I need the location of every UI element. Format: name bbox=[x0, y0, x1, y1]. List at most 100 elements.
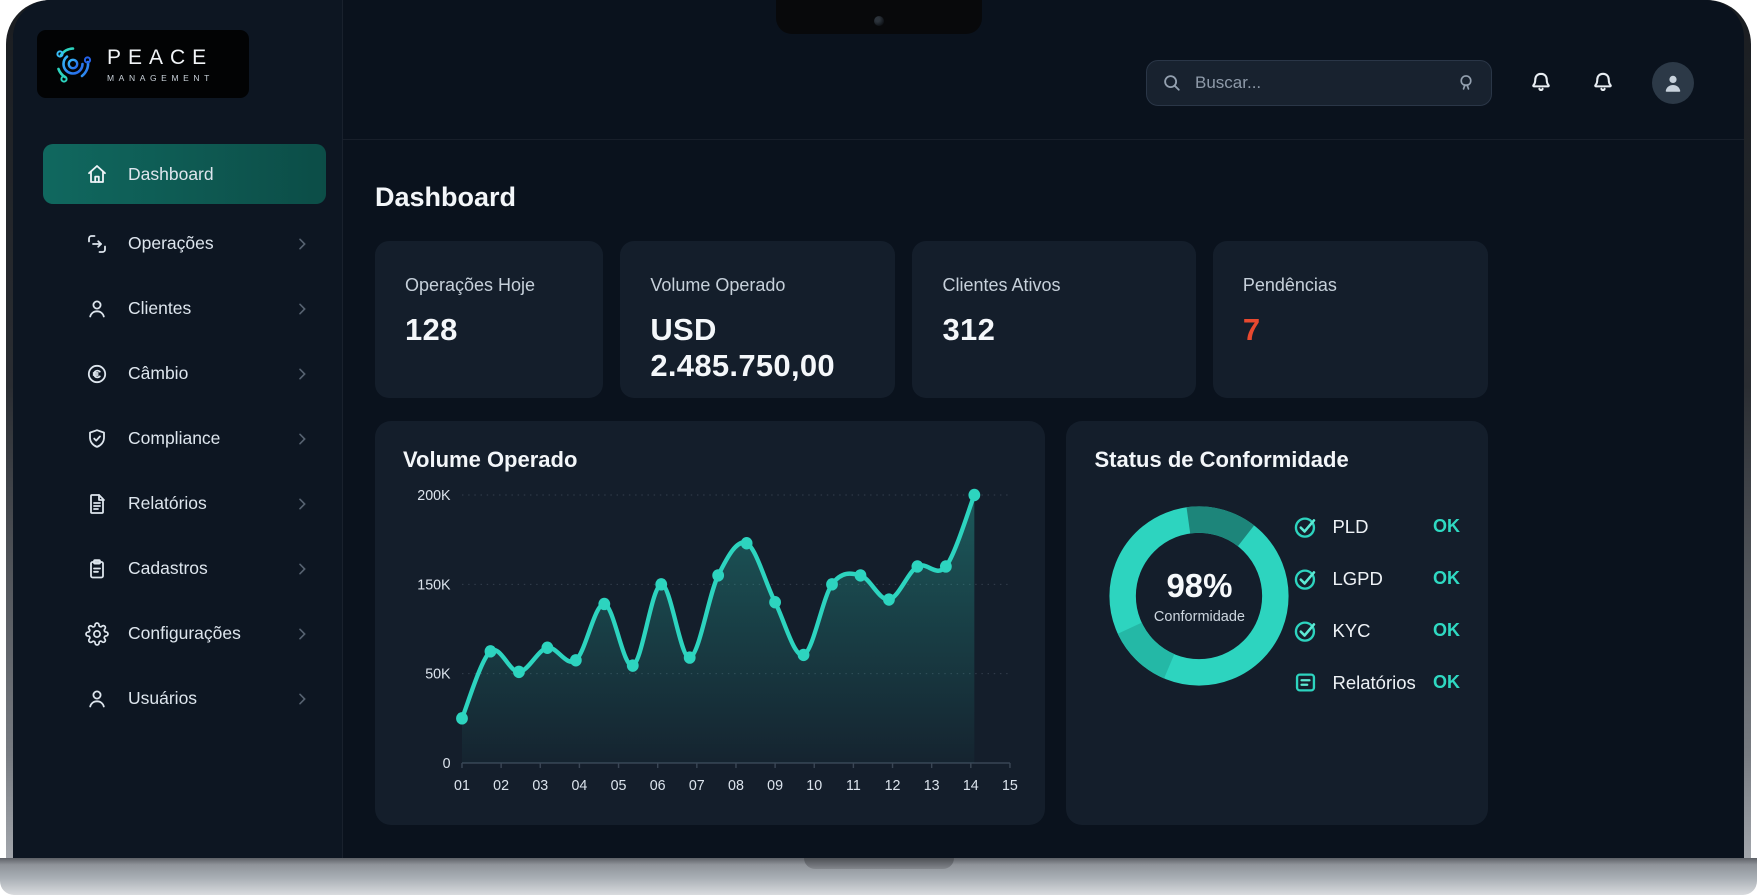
shield-check-icon bbox=[89, 428, 105, 448]
stat-value: USD 2.485.750,00 bbox=[650, 312, 835, 383]
compliance-item-status: OK bbox=[1433, 516, 1460, 536]
stat-label: Operações Hoje bbox=[405, 275, 536, 295]
stat-label: Pendências bbox=[1242, 275, 1337, 295]
user-icon bbox=[1665, 75, 1681, 92]
stat-card-clientes-ativos: Clientes Ativos 312 bbox=[912, 241, 1196, 398]
compliance-row-kyc: KYC OK bbox=[1292, 617, 1460, 644]
notifications-bell-icon[interactable] bbox=[1590, 70, 1616, 96]
donut-ring bbox=[1109, 506, 1290, 686]
svg-text:200K: 200K bbox=[417, 488, 451, 504]
compliance-title: Status de Conformidade bbox=[1094, 447, 1349, 472]
sidebar-item-dashboard[interactable]: Dashboard bbox=[43, 144, 326, 204]
stat-cards-row: Operações Hoje 128 Volume Operado USD 2.… bbox=[375, 241, 1488, 398]
page-title: Dashboard bbox=[375, 182, 517, 212]
sidebar-item-label: Dashboard bbox=[128, 163, 214, 184]
search-icon bbox=[1164, 74, 1180, 91]
chevron-right-icon bbox=[299, 693, 306, 704]
search-bar bbox=[1146, 59, 1492, 106]
sidebar-item-usuarios[interactable]: Usuários bbox=[43, 673, 326, 724]
compliance-item-label: LGPD bbox=[1332, 567, 1383, 589]
svg-text:150K: 150K bbox=[417, 577, 451, 593]
search-input[interactable] bbox=[1195, 72, 1443, 93]
compliance-percent-label: Conformidade bbox=[1153, 609, 1245, 625]
compliance-row-lgpd: LGPD OK bbox=[1292, 565, 1460, 592]
svg-text:03: 03 bbox=[532, 778, 548, 794]
compliance-donut-chart: 98% Conformidade bbox=[1106, 503, 1292, 689]
compliance-panel: Status de Conformidade 98% Conformidade bbox=[1066, 421, 1488, 825]
svg-text:08: 08 bbox=[728, 778, 744, 794]
sidebar-item-label: Compliance bbox=[128, 428, 221, 448]
svg-text:09: 09 bbox=[767, 778, 783, 794]
currency-euro-icon bbox=[87, 364, 107, 383]
sidebar-item-configuracoes[interactable]: Configurações bbox=[43, 608, 326, 659]
home-icon bbox=[88, 165, 106, 183]
brand-subtitle: MANAGEMENT bbox=[107, 72, 214, 83]
logo-icon bbox=[56, 47, 92, 83]
stat-card-operacoes-hoje: Operações Hoje 128 bbox=[375, 241, 604, 398]
svg-text:11: 11 bbox=[846, 778, 861, 794]
sidebar-nav: Dashboard Operações Clientes bbox=[13, 144, 342, 724]
svg-text:02: 02 bbox=[493, 778, 509, 794]
compliance-item-status: OK bbox=[1433, 568, 1460, 588]
stat-card-pendencias: Pendências 7 bbox=[1212, 241, 1488, 398]
compliance-row-pld: PLD OK bbox=[1292, 513, 1460, 540]
sidebar-item-cambio[interactable]: Câmbio bbox=[43, 348, 326, 399]
stat-label: Clientes Ativos bbox=[942, 275, 1061, 295]
donut-center: 98% Conformidade bbox=[1106, 503, 1292, 689]
check-circle-icon bbox=[1295, 517, 1316, 538]
compliance-item-status: OK bbox=[1433, 672, 1460, 692]
svg-text:10: 10 bbox=[806, 778, 822, 794]
chevron-right-icon bbox=[299, 368, 306, 379]
stat-card-volume-operado: Volume Operado USD 2.485.750,00 bbox=[620, 241, 896, 398]
svg-text:12: 12 bbox=[885, 778, 901, 794]
sidebar-item-cadastros[interactable]: Cadastros bbox=[43, 543, 326, 594]
stat-value: 128 bbox=[405, 312, 458, 347]
search-shortcut-icon[interactable] bbox=[1455, 72, 1477, 94]
stat-label: Volume Operado bbox=[650, 275, 786, 295]
compliance-body: 98% Conformidade PLD OK bbox=[1094, 503, 1462, 696]
user-avatar[interactable] bbox=[1652, 61, 1694, 104]
volume-line-chart: 200K 150K 50K 001 02 03 04 05 06 07 08 09 10 11 12 13 14… bbox=[417, 488, 1018, 794]
svg-text:04: 04 bbox=[571, 778, 587, 794]
sidebar-item-clientes[interactable]: Clientes bbox=[43, 283, 326, 334]
camera-icon bbox=[873, 16, 884, 26]
laptop-deck bbox=[0, 858, 1757, 895]
laptop-frame: PEACE MANAGEMENT Dashboard Operaçõe bbox=[6, 0, 1751, 858]
compliance-item-label: PLD bbox=[1332, 515, 1369, 537]
svg-text:0: 0 bbox=[443, 756, 451, 772]
sidebar-item-relatorios[interactable]: Relatórios bbox=[43, 478, 326, 529]
svg-text:05: 05 bbox=[611, 778, 627, 794]
sidebar-item-label: Câmbio bbox=[128, 363, 189, 383]
sidebar-item-compliance[interactable]: Compliance bbox=[43, 413, 326, 464]
check-circle-icon bbox=[1295, 621, 1316, 642]
transfer-icon bbox=[88, 234, 106, 253]
sidebar-item-operacoes[interactable]: Operações bbox=[43, 218, 326, 269]
svg-text:50K: 50K bbox=[425, 666, 451, 682]
svg-text:14: 14 bbox=[963, 778, 979, 794]
clipboard-icon bbox=[90, 558, 104, 578]
stat-value-alert: 7 bbox=[1242, 312, 1261, 347]
check-circle-icon bbox=[1295, 569, 1316, 590]
svg-text:06: 06 bbox=[650, 778, 666, 794]
stat-value: 312 bbox=[942, 312, 996, 347]
app-screen: PEACE MANAGEMENT Dashboard Operaçõe bbox=[13, 0, 1744, 858]
chevron-right-icon bbox=[299, 433, 306, 444]
svg-text:15: 15 bbox=[1002, 778, 1018, 794]
chevron-right-icon bbox=[299, 238, 306, 249]
compliance-row-relatorios: Relatórios OK bbox=[1292, 669, 1460, 696]
chevron-right-icon bbox=[299, 628, 306, 639]
compliance-item-status: OK bbox=[1433, 620, 1460, 640]
sidebar-item-label: Operações bbox=[128, 233, 214, 253]
svg-text:07: 07 bbox=[689, 778, 705, 794]
compliance-percent: 98% bbox=[1166, 567, 1233, 604]
sidebar: PEACE MANAGEMENT Dashboard Operaçõe bbox=[13, 0, 343, 858]
sidebar-item-label: Relatórios bbox=[128, 493, 207, 513]
chevron-right-icon bbox=[299, 303, 306, 314]
notifications-bell-icon[interactable] bbox=[1528, 70, 1554, 96]
compliance-item-label: Relatórios bbox=[1332, 671, 1416, 693]
svg-text:01: 01 bbox=[454, 778, 470, 794]
main-content: Dashboard Operações Hoje 128 Volume Oper… bbox=[343, 140, 1744, 858]
sidebar-item-label: Usuários bbox=[128, 688, 198, 708]
sidebar-item-label: Clientes bbox=[128, 298, 192, 318]
panels-row: Volume Operado 200K 150K 50K 0 01 02 03 04 05 06 0… bbox=[375, 421, 1488, 825]
